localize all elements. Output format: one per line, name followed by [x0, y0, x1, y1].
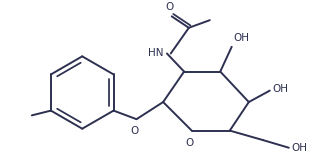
Text: HN: HN [148, 49, 163, 59]
Text: O: O [186, 138, 194, 148]
Text: O: O [130, 126, 139, 136]
Text: OH: OH [273, 84, 289, 94]
Text: O: O [166, 2, 174, 12]
Text: OH: OH [291, 143, 308, 153]
Text: OH: OH [234, 33, 250, 43]
